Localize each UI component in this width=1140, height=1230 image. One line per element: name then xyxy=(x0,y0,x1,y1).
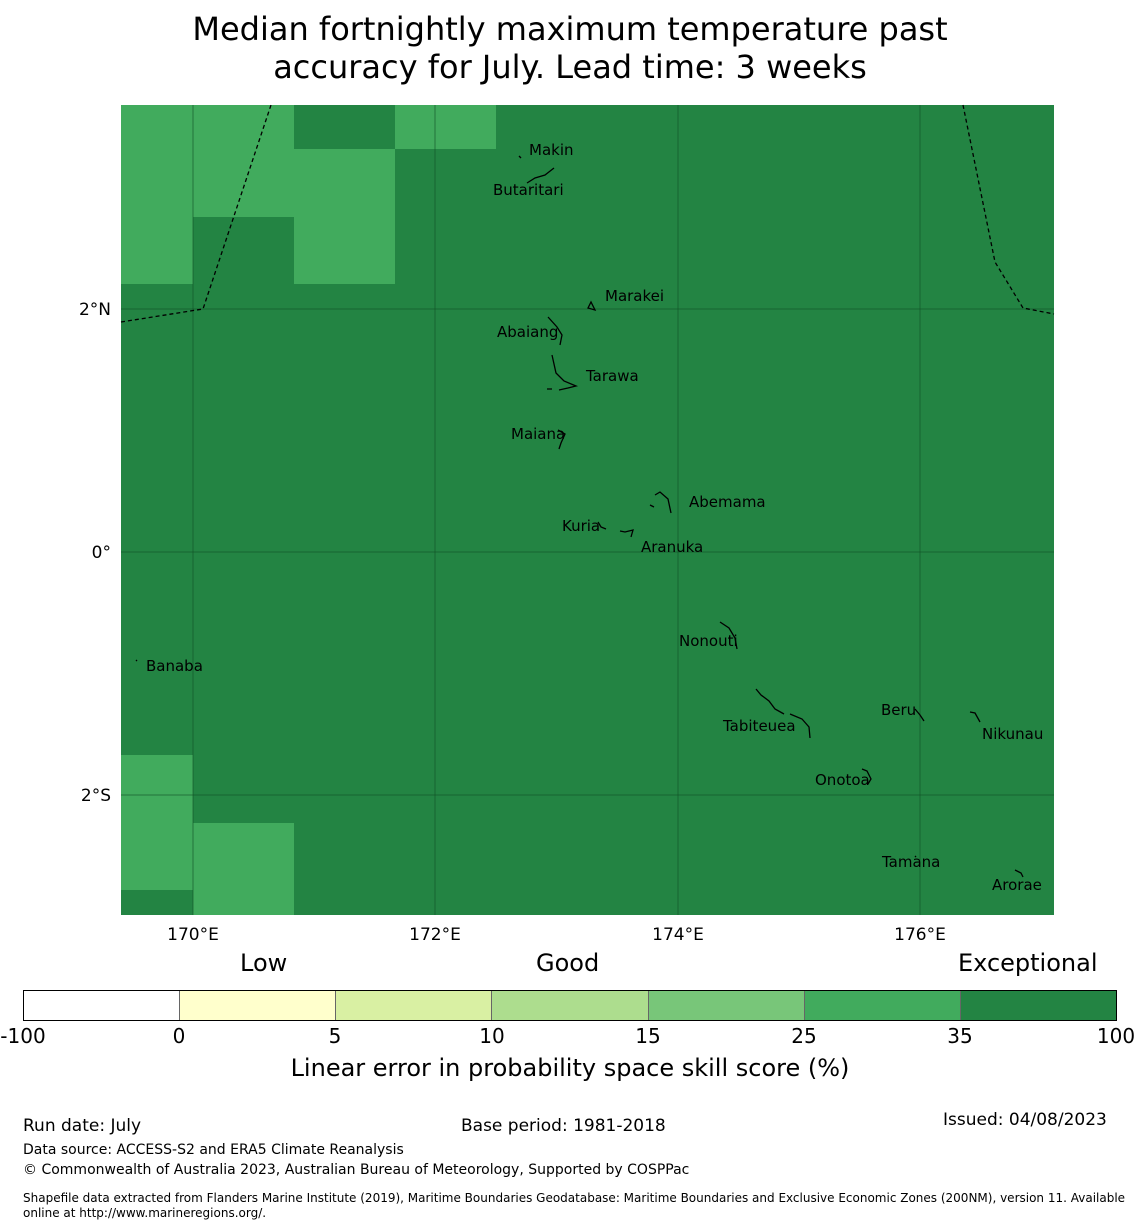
place-label: Abemama xyxy=(689,493,766,511)
place-label: Maiana xyxy=(511,425,565,443)
place-label: Nonouti xyxy=(679,632,738,650)
colorbar-segment xyxy=(24,991,181,1020)
eez-boundaries xyxy=(120,104,1055,323)
colorbar-tick: 25 xyxy=(791,1024,817,1048)
lon-label: 172°E xyxy=(409,925,461,945)
island-makin xyxy=(518,155,522,159)
skill-cell xyxy=(121,105,193,284)
island-nonouti xyxy=(719,621,738,650)
island-outlines xyxy=(135,155,1024,878)
title-line-1: Median fortnightly maximum temperature p… xyxy=(192,10,948,48)
colorbar-segment xyxy=(336,991,493,1020)
lon-label: 174°E xyxy=(652,925,704,945)
island-tabiteuea xyxy=(755,688,811,739)
category-exceptional: Exceptional xyxy=(958,949,1098,977)
chart-title: Median fortnightly maximum temperature p… xyxy=(0,10,1140,86)
run-date: Run date: July xyxy=(23,1116,142,1136)
category-low: Low xyxy=(240,949,288,977)
colorbar-tick: 10 xyxy=(479,1024,505,1048)
island-marakei xyxy=(587,300,597,312)
place-label: Aranuka xyxy=(641,538,703,556)
colorbar-segment xyxy=(960,991,1116,1020)
data-source: Data source: ACCESS-S2 and ERA5 Climate … xyxy=(23,1142,404,1158)
eez-boundary-east xyxy=(962,104,1055,315)
place-label: Tabiteuea xyxy=(722,717,796,735)
island-tamana xyxy=(914,855,917,858)
graticule xyxy=(121,105,1054,915)
base-period: Base period: 1981-2018 xyxy=(461,1116,666,1136)
place-label: Banaba xyxy=(146,657,203,675)
place-labels: Makin Butaritari Marakei Abaiang Tarawa … xyxy=(146,141,1043,894)
island-abaiang xyxy=(547,316,563,346)
title-line-2: accuracy for July. Lead time: 3 weeks xyxy=(273,48,867,86)
lon-label: 170°E xyxy=(167,925,219,945)
island-kuria xyxy=(597,521,607,530)
place-label: Nikunau xyxy=(982,725,1043,743)
colorbar xyxy=(23,990,1117,1021)
place-label: Tamana xyxy=(881,853,940,871)
category-good: Good xyxy=(536,949,600,977)
lon-tick-labels: 170°E 172°E 174°E 176°E xyxy=(167,925,946,945)
shapefile-credit-line-2: online at http://www.marineregions.org/. xyxy=(23,1206,267,1220)
island-maiana xyxy=(557,429,566,450)
place-label: Makin xyxy=(529,141,574,159)
island-tarawa xyxy=(547,354,579,391)
island-banaba xyxy=(135,659,138,662)
skill-cell xyxy=(193,823,294,915)
skill-cell xyxy=(294,149,395,284)
copyright: © Commonwealth of Australia 2023, Austra… xyxy=(23,1162,690,1178)
issued-date: Issued: 04/08/2023 xyxy=(943,1110,1107,1130)
colorbar-tick: 100 xyxy=(1096,1024,1136,1048)
colorbar-segment xyxy=(648,991,805,1020)
colorbar-tick: 0 xyxy=(172,1024,186,1048)
island-abemama xyxy=(649,491,672,514)
map-background xyxy=(121,105,1054,915)
island-arorae xyxy=(1014,869,1024,878)
place-label: Butaritari xyxy=(493,181,564,199)
place-label: Beru xyxy=(881,701,916,719)
place-label: Marakei xyxy=(605,287,664,305)
place-label: Onotoa xyxy=(815,771,870,789)
lat-label: 2°N xyxy=(79,300,111,320)
colorbar-segment xyxy=(804,991,961,1020)
lat-label: 2°S xyxy=(81,786,111,806)
island-onotoa xyxy=(861,768,872,785)
colorbar-tick: 15 xyxy=(635,1024,661,1048)
place-label: Arorae xyxy=(992,876,1042,894)
colorbar-segment xyxy=(492,991,649,1020)
colorbar-label: Linear error in probability space skill … xyxy=(290,1054,850,1082)
eez-boundary-west xyxy=(120,104,272,323)
skill-cell xyxy=(395,105,496,149)
island-aranuka xyxy=(619,529,634,538)
colorbar-tick: 5 xyxy=(328,1024,342,1048)
colorbar-tick: -100 xyxy=(0,1024,46,1048)
colorbar-tick: 35 xyxy=(947,1024,973,1048)
skill-cell xyxy=(121,755,193,890)
skill-cells-very-good xyxy=(121,105,496,915)
lat-tick-labels: 2°N 0° 2°S xyxy=(79,300,111,806)
lat-label: 0° xyxy=(92,543,111,563)
skill-cell xyxy=(193,105,294,217)
island-butaritari xyxy=(526,167,555,184)
place-label: Tarawa xyxy=(585,367,639,385)
lon-label: 176°E xyxy=(894,925,946,945)
place-label: Abaiang xyxy=(497,323,558,341)
place-label: Kuria xyxy=(562,517,600,535)
island-beru xyxy=(914,708,925,722)
island-nikunau xyxy=(969,711,981,723)
colorbar-segment xyxy=(180,991,337,1020)
shapefile-credit-line-1: Shapefile data extracted from Flanders M… xyxy=(23,1191,1126,1205)
